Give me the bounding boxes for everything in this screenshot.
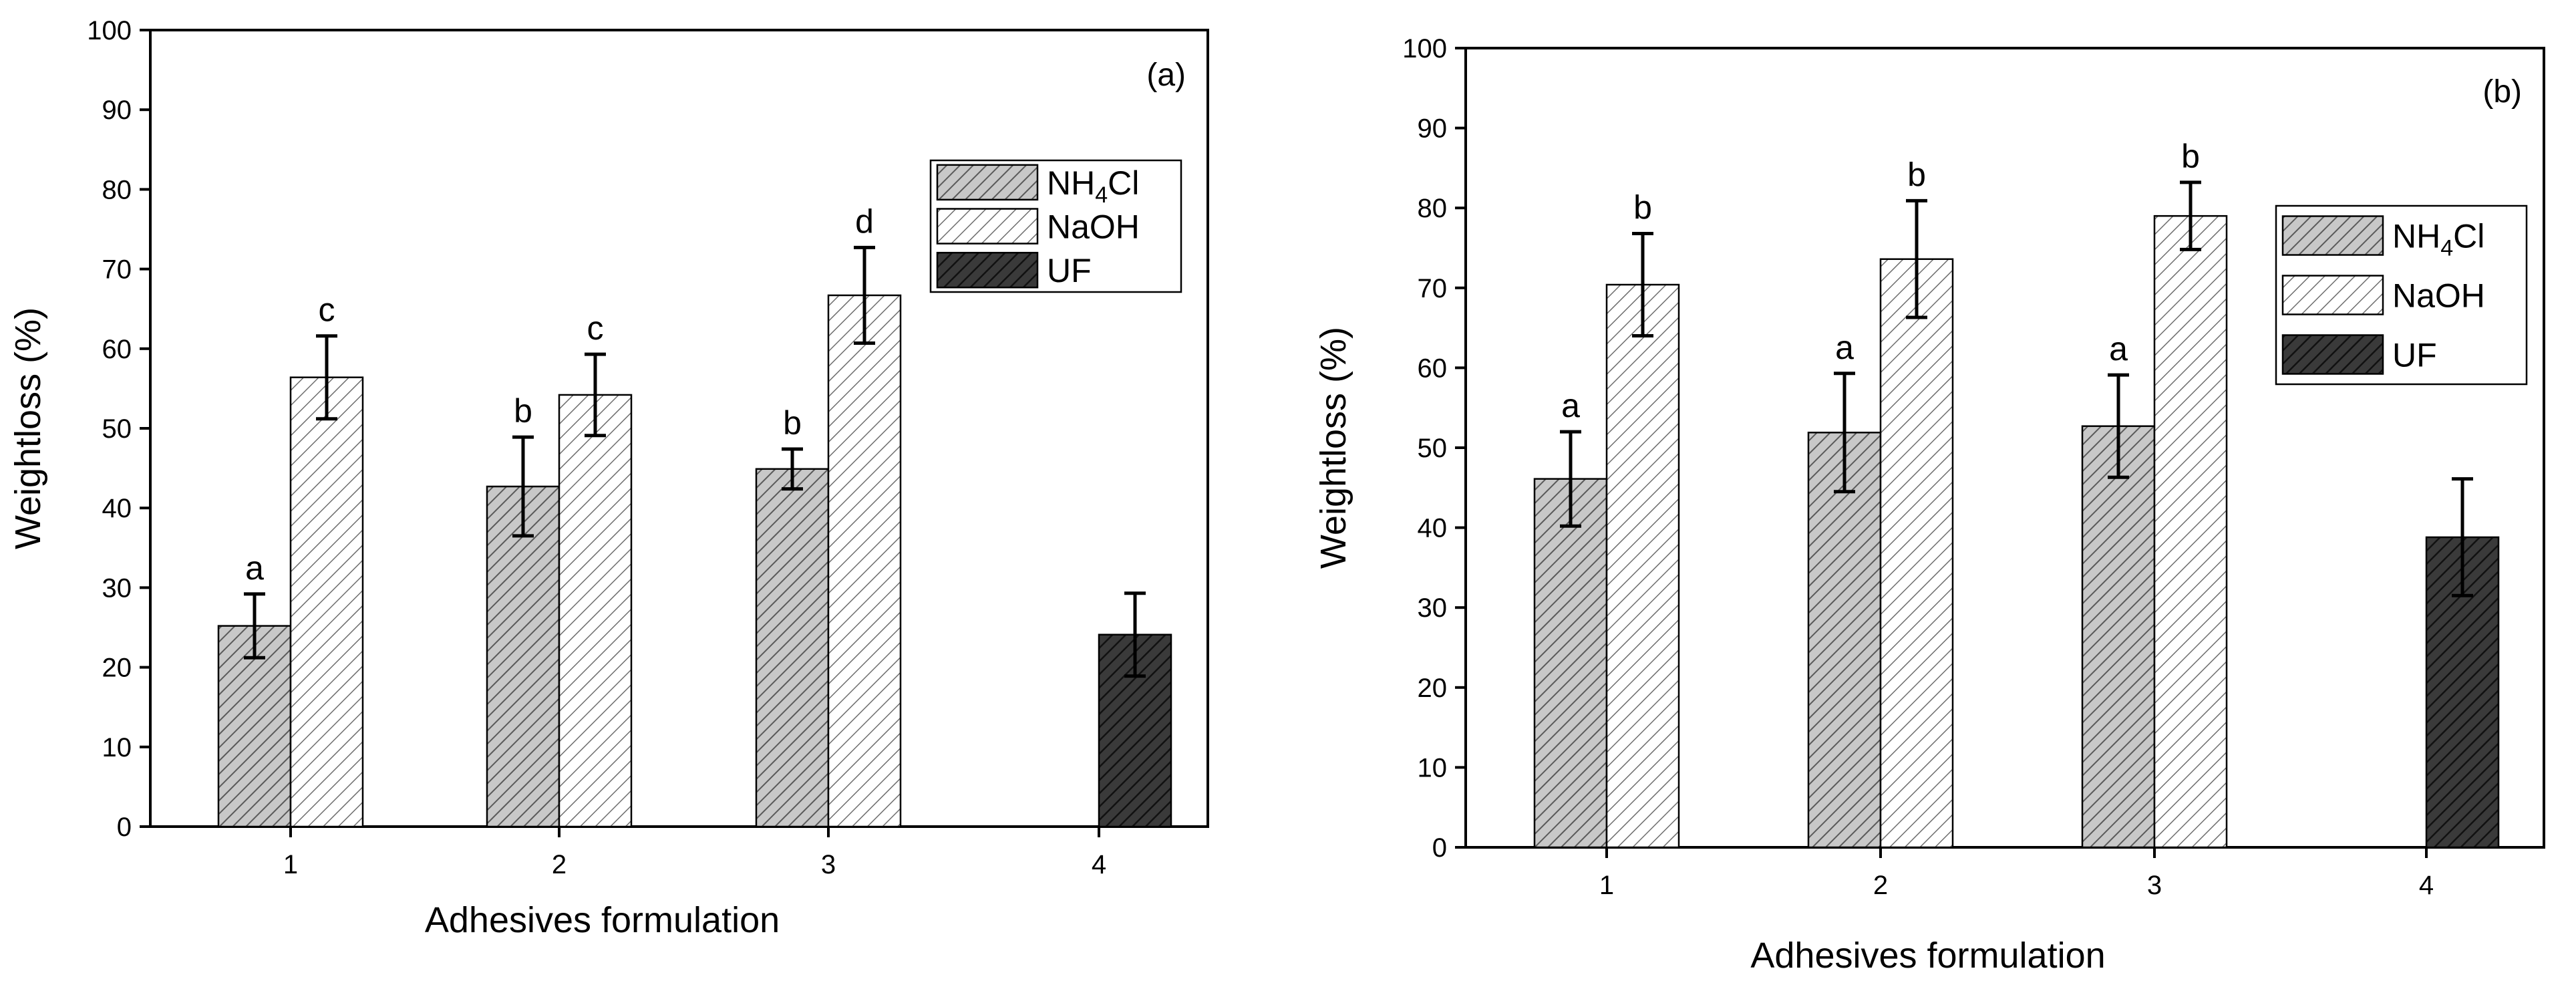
legend-label-naoh: NaOH [1047, 208, 1140, 246]
y-tick-label: 50 [102, 414, 132, 444]
significance-label: d [855, 202, 874, 240]
bar-naoh-2 [558, 394, 633, 828]
x-tick-label: 2 [1873, 871, 1888, 900]
significance-label: a [1561, 387, 1580, 424]
x-tick-label: 4 [2419, 871, 2434, 900]
y-tick-label: 60 [102, 335, 132, 364]
y-tick-label: 60 [1418, 353, 1448, 383]
y-tick-label: 70 [102, 255, 132, 285]
legend-swatch-naoh [2281, 275, 2384, 315]
legend-label-nh4cl: NH4Cl [1047, 164, 1139, 208]
significance-label: b [514, 392, 532, 430]
y-tick-label: 0 [1432, 833, 1447, 863]
bar-naoh-1 [1605, 283, 1680, 849]
y-tick-label: 20 [102, 654, 132, 683]
significance-label: c [319, 291, 335, 329]
significance-label: b [2181, 138, 2200, 175]
legend-swatch-uf [936, 251, 1039, 289]
legend-label-naoh: NaOH [2392, 277, 2485, 315]
x-axis-title: Adhesives formulation [1750, 936, 2105, 976]
x-tick-label: 4 [1092, 850, 1106, 879]
x-axis-title: Adhesives formulation [425, 900, 780, 940]
y-tick-label: 0 [117, 813, 132, 842]
bar-nh4cl-3 [2081, 425, 2156, 849]
y-tick-label: 30 [102, 573, 132, 603]
x-tick-label: 3 [2147, 871, 2162, 900]
y-tick-label: 100 [1402, 34, 1447, 63]
legend: NH4Cl NaOH UF [2275, 204, 2528, 386]
y-tick-label: 40 [1418, 514, 1448, 543]
legend-swatch-nh4cl [2281, 215, 2384, 256]
panel-label: (a) [1146, 57, 1186, 93]
y-tick-label: 70 [1418, 274, 1448, 303]
y-tick-label: 40 [102, 494, 132, 523]
significance-label: a [1835, 329, 1854, 366]
y-tick-label: 50 [1418, 434, 1448, 463]
x-tick-label: 1 [283, 850, 298, 879]
legend-swatch-nh4cl [936, 164, 1039, 201]
legend-label-uf: UF [2392, 337, 2437, 374]
x-tick-label: 3 [821, 850, 836, 879]
bar-naoh-3 [2153, 215, 2228, 849]
bar-nh4cl-1 [1533, 478, 1608, 849]
legend-label-uf: UF [1047, 252, 1092, 289]
y-tick-label: 20 [1418, 674, 1448, 703]
legend-label-nh4cl: NH4Cl [2392, 218, 2484, 261]
bar-naoh-3 [827, 294, 902, 828]
y-tick-label: 90 [102, 96, 132, 125]
bar-naoh-2 [1879, 258, 1954, 849]
y-axis-title: Weightloss (%) [8, 307, 48, 549]
significance-label: b [1907, 156, 1926, 193]
panel-label: (b) [2482, 74, 2522, 110]
significance-label: c [587, 309, 604, 347]
y-tick-label: 30 [1418, 593, 1448, 623]
y-tick-label: 10 [102, 733, 132, 762]
significance-label: a [245, 549, 264, 587]
y-tick-label: 10 [1418, 753, 1448, 783]
chart-panel-a: 0 10 20 30 40 50 60 70 80 90 100 1 2 3 4 Adhesives form… [8, 16, 1209, 940]
x-tick-label: 2 [552, 850, 567, 879]
bar-nh4cl-2 [1807, 432, 1882, 849]
legend-swatch-uf [2281, 334, 2384, 375]
significance-label: b [1633, 188, 1652, 226]
y-tick-label: 90 [1418, 114, 1448, 144]
significance-label: b [783, 404, 802, 442]
y-tick-label: 100 [87, 16, 132, 45]
chart-panel-b: 0 10 20 30 40 50 60 70 80 90 100 1 2 3 4 Adhesives form… [1313, 34, 2545, 976]
y-tick-label: 80 [102, 175, 132, 204]
y-axis-title: Weightloss (%) [1313, 327, 1353, 569]
y-tick-label: 80 [1418, 194, 1448, 223]
bar-naoh-1 [289, 376, 364, 828]
bar-nh4cl-3 [755, 468, 830, 828]
legend-swatch-naoh [936, 208, 1039, 245]
significance-label: a [2109, 330, 2128, 368]
x-tick-label: 1 [1599, 871, 1614, 900]
